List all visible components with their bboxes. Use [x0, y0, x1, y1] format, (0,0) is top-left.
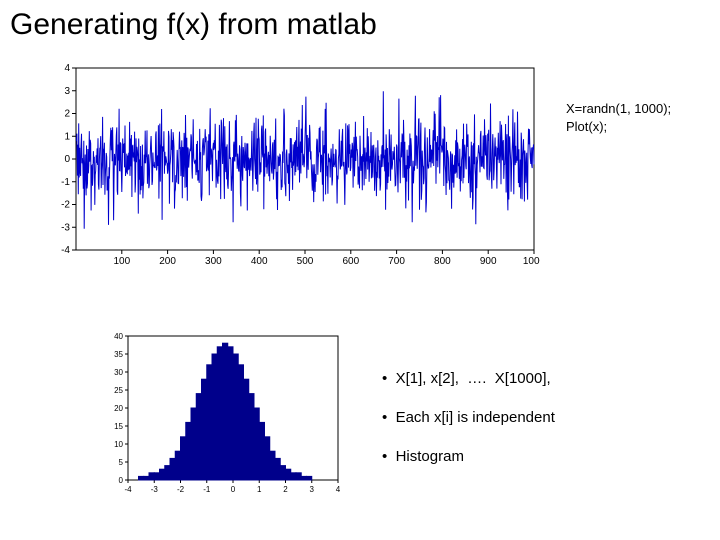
code-line-2: Plot(x); [566, 119, 607, 134]
svg-text:2: 2 [64, 109, 70, 120]
svg-text:400: 400 [251, 256, 268, 267]
svg-text:-4: -4 [124, 485, 132, 494]
svg-text:30: 30 [114, 368, 123, 377]
noise-plot: -4 -3 -2 -1 0 1 2 3 4 100 200 300 400 500 600 700 800 900… [46, 62, 540, 270]
slide-title: Generating f(x) from matlab [10, 8, 377, 42]
svg-text:500: 500 [297, 256, 314, 267]
svg-text:3: 3 [310, 485, 315, 494]
bullet-3: • Histogram [382, 448, 555, 465]
svg-text:1000: 1000 [523, 256, 540, 267]
code-line-1: X=randn(1, 1000); [566, 101, 671, 116]
svg-text:10: 10 [114, 440, 123, 449]
svg-text:2: 2 [283, 485, 288, 494]
svg-text:-1: -1 [203, 485, 211, 494]
svg-text:4: 4 [64, 63, 70, 74]
svg-text:-4: -4 [61, 245, 70, 256]
svg-text:900: 900 [480, 256, 497, 267]
svg-text:20: 20 [114, 404, 123, 413]
svg-text:800: 800 [434, 256, 451, 267]
bullet-1: • X[1], x[2], …. X[1000], [382, 370, 555, 387]
svg-text:4: 4 [336, 485, 341, 494]
histogram-plot: 0 5 10 15 20 25 30 35 40 -4 -3 -2 -1 0 1 2 3 4 [104, 330, 344, 498]
matlab-code: X=randn(1, 1000); Plot(x); [566, 100, 671, 135]
svg-text:-2: -2 [177, 485, 185, 494]
svg-text:40: 40 [114, 332, 123, 341]
svg-text:0: 0 [231, 485, 236, 494]
svg-text:300: 300 [205, 256, 222, 267]
svg-text:0: 0 [119, 476, 124, 485]
svg-text:-2: -2 [61, 200, 70, 211]
svg-text:3: 3 [64, 86, 70, 97]
svg-text:-3: -3 [151, 485, 159, 494]
bullet-list: • X[1], x[2], …. X[1000], • Each x[i] is… [382, 370, 555, 487]
svg-text:25: 25 [114, 386, 123, 395]
svg-text:200: 200 [159, 256, 176, 267]
svg-text:-3: -3 [61, 222, 70, 233]
svg-text:0: 0 [64, 154, 70, 165]
svg-text:1: 1 [64, 131, 70, 142]
svg-text:600: 600 [342, 256, 359, 267]
svg-text:15: 15 [114, 422, 123, 431]
svg-text:5: 5 [119, 458, 124, 467]
svg-text:1: 1 [257, 485, 262, 494]
svg-text:700: 700 [388, 256, 405, 267]
svg-text:100: 100 [113, 256, 130, 267]
svg-text:35: 35 [114, 350, 123, 359]
svg-text:-1: -1 [61, 177, 70, 188]
bullet-2: • Each x[i] is independent [382, 409, 555, 426]
